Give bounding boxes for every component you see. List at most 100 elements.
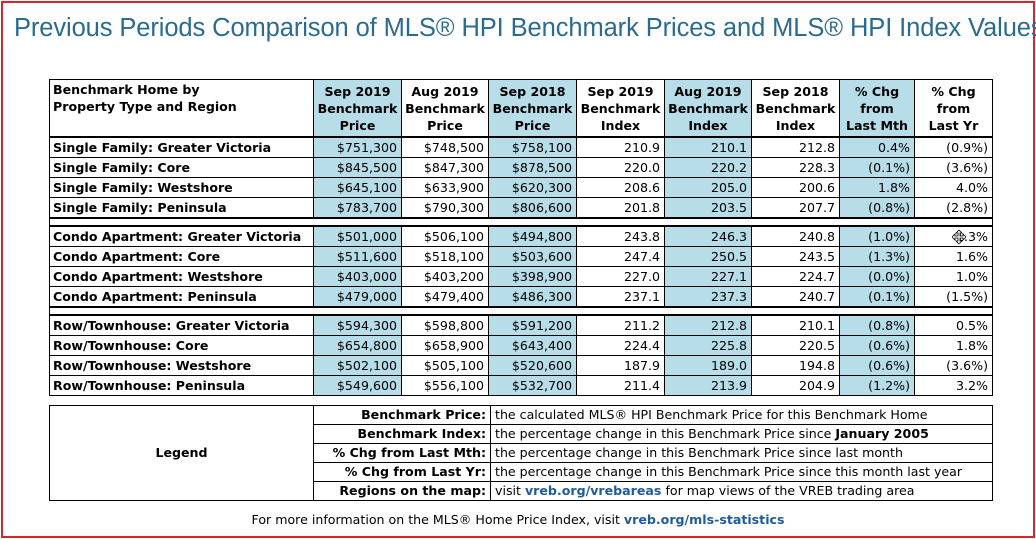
table-cell: $783,700 xyxy=(313,197,402,219)
table-cell: (0.1%) xyxy=(839,157,915,178)
table-cell: 4.0% xyxy=(914,177,993,198)
table-cell: 210.1 xyxy=(751,314,840,336)
table-row: Row/Townhouse: Greater Victoria $594,300 $… xyxy=(49,314,993,336)
table-row: Single Family: Core $845,500 $847,300 $878,… xyxy=(49,157,993,178)
table-cell: 243.5 xyxy=(751,246,840,267)
table-cell: (1.2%) xyxy=(839,375,915,396)
row-label: Row/Townhouse: Peninsula xyxy=(49,375,314,396)
col-header-aug2019-price: Aug 2019 Benchmark Price xyxy=(401,79,489,138)
table-cell: (0.6%) xyxy=(839,335,915,356)
table-cell: 220.0 xyxy=(576,157,665,178)
table-cell: 211.2 xyxy=(576,314,665,336)
table-cell: 240.8 xyxy=(751,225,840,247)
table-body: Single Family: Greater Victoria $751,300 $… xyxy=(49,136,993,396)
table-cell: $501,000 xyxy=(313,225,402,247)
table-cell: $591,200 xyxy=(488,314,577,336)
row-label: Condo Apartment: Greater Victoria xyxy=(49,225,314,247)
page-title: Previous Periods Comparison of MLS® HPI … xyxy=(14,14,1036,42)
col-header-sep2019-price: Sep 2019 Benchmark Price xyxy=(313,79,402,138)
table-row: Condo Apartment: Core $511,600 $518,100 $50… xyxy=(49,246,993,267)
mls-statistics-link[interactable]: vreb.org/mls-statistics xyxy=(623,512,785,527)
table-cell: 250.5 xyxy=(664,246,752,267)
table-cell: $403,000 xyxy=(313,266,402,287)
table-cell: (0.0%) xyxy=(839,266,915,287)
table-cell: 228.3 xyxy=(751,157,840,178)
table-cell: 227.0 xyxy=(576,266,665,287)
table-cell: $847,300 xyxy=(401,157,489,178)
col-header-aug2019-index: Aug 2019 Benchmark Index xyxy=(664,79,752,138)
table-cell: $502,100 xyxy=(313,355,402,376)
legend-row: % Chg from Last Mth: the percentage chan… xyxy=(50,443,993,463)
table-cell: 187.9 xyxy=(576,355,665,376)
row-label: Condo Apartment: Core xyxy=(49,246,314,267)
table-cell: 189.0 xyxy=(664,355,752,376)
row-label: Row/Townhouse: Westshore xyxy=(49,355,314,376)
table-cell: $503,600 xyxy=(488,246,577,267)
table-cell: $520,600 xyxy=(488,355,577,376)
table-row: Row/Townhouse: Westshore $502,100 $505,100… xyxy=(49,355,993,376)
table-cell: $556,100 xyxy=(401,375,489,396)
col-header-chg-last-mth: % Chg from Last Mth xyxy=(839,79,915,138)
table-cell: 207.7 xyxy=(751,197,840,219)
table-cell: $486,300 xyxy=(488,286,577,308)
separator-cell xyxy=(49,306,993,316)
table-cell: 212.8 xyxy=(664,314,752,336)
header-row: Benchmark Home by Property Type and Regi… xyxy=(49,79,993,138)
table-cell: 204.9 xyxy=(751,375,840,396)
legend-key: % Chg from Last Yr: xyxy=(313,462,491,482)
table-cell: $479,000 xyxy=(313,286,402,308)
vrebareas-link[interactable]: vreb.org/vrebareas xyxy=(524,483,662,498)
table-cell: 194.8 xyxy=(751,355,840,376)
table-cell: $403,200 xyxy=(401,266,489,287)
table-cell: 200.6 xyxy=(751,177,840,198)
legend-desc: the calculated MLS® HPI Benchmark Price … xyxy=(490,405,993,425)
table-cell: 224.4 xyxy=(576,335,665,356)
table-cell: 227.1 xyxy=(664,266,752,287)
legend-table: Legend Benchmark Price: the calculated M… xyxy=(49,405,993,501)
col-header-sep2019-index: Sep 2019 Benchmark Index xyxy=(576,79,665,138)
table-row: Single Family: Peninsula $783,700 $790,300… xyxy=(49,197,993,219)
table-cell: (0.6%) xyxy=(839,355,915,376)
legend-desc: the percentage change in this Benchmark … xyxy=(490,462,993,482)
table-cell: $598,800 xyxy=(401,314,489,336)
table-cell: 246.3 xyxy=(664,225,752,247)
table-cell: $518,100 xyxy=(401,246,489,267)
table-cell: 0.5% xyxy=(914,314,993,336)
table-cell: (0.8%) xyxy=(839,197,915,219)
col-header-region: Benchmark Home by Property Type and Regi… xyxy=(49,79,314,138)
table-row: Row/Townhouse: Peninsula $549,600 $556,100… xyxy=(49,375,993,396)
table-cell: $654,800 xyxy=(313,335,402,356)
table-cell: 203.5 xyxy=(664,197,752,219)
row-label: Single Family: Greater Victoria xyxy=(49,136,314,158)
row-label: Row/Townhouse: Greater Victoria xyxy=(49,314,314,336)
table-cell: $748,500 xyxy=(401,136,489,158)
table-cell: $758,100 xyxy=(488,136,577,158)
table-cell: 247.4 xyxy=(576,246,665,267)
table-cell: (0.8%) xyxy=(839,314,915,336)
legend-row: Legend Benchmark Price: the calculated M… xyxy=(49,405,993,501)
table-cell: $506,100 xyxy=(401,225,489,247)
col-header-sep2018-index: Sep 2018 Benchmark Index xyxy=(751,79,840,138)
table-cell: 237.3 xyxy=(664,286,752,308)
table-cell: (3.6%) xyxy=(914,157,993,178)
table-cell: $511,600 xyxy=(313,246,402,267)
legend-row: Regions on the map: visit vreb.org/vreba… xyxy=(50,481,993,501)
group-separator xyxy=(49,217,993,227)
legend-key: % Chg from Last Mth: xyxy=(313,443,491,463)
table-cell: 240.7 xyxy=(751,286,840,308)
table-cell: 208.6 xyxy=(576,177,665,198)
table-cell: (1.3%) xyxy=(839,246,915,267)
table-cell: $479,400 xyxy=(401,286,489,308)
row-label: Condo Apartment: Peninsula xyxy=(49,286,314,308)
comparison-table: Benchmark Home by Property Type and Regi… xyxy=(49,79,993,396)
table-cell: $620,300 xyxy=(488,177,577,198)
table-row: Condo Apartment: Peninsula $479,000 $479,4… xyxy=(49,286,993,308)
table-cell: $532,700 xyxy=(488,375,577,396)
table-cell: 1.8% xyxy=(839,177,915,198)
table-cell: (1.5%) xyxy=(914,286,993,308)
legend-desc: the percentage change in this Benchmark … xyxy=(490,424,993,444)
table-cell: 220.2 xyxy=(664,157,752,178)
table-row: Row/Townhouse: Core $654,800 $658,900 $643,… xyxy=(49,335,993,356)
table-row: Condo Apartment: Greater Victoria $501,00… xyxy=(49,225,993,247)
